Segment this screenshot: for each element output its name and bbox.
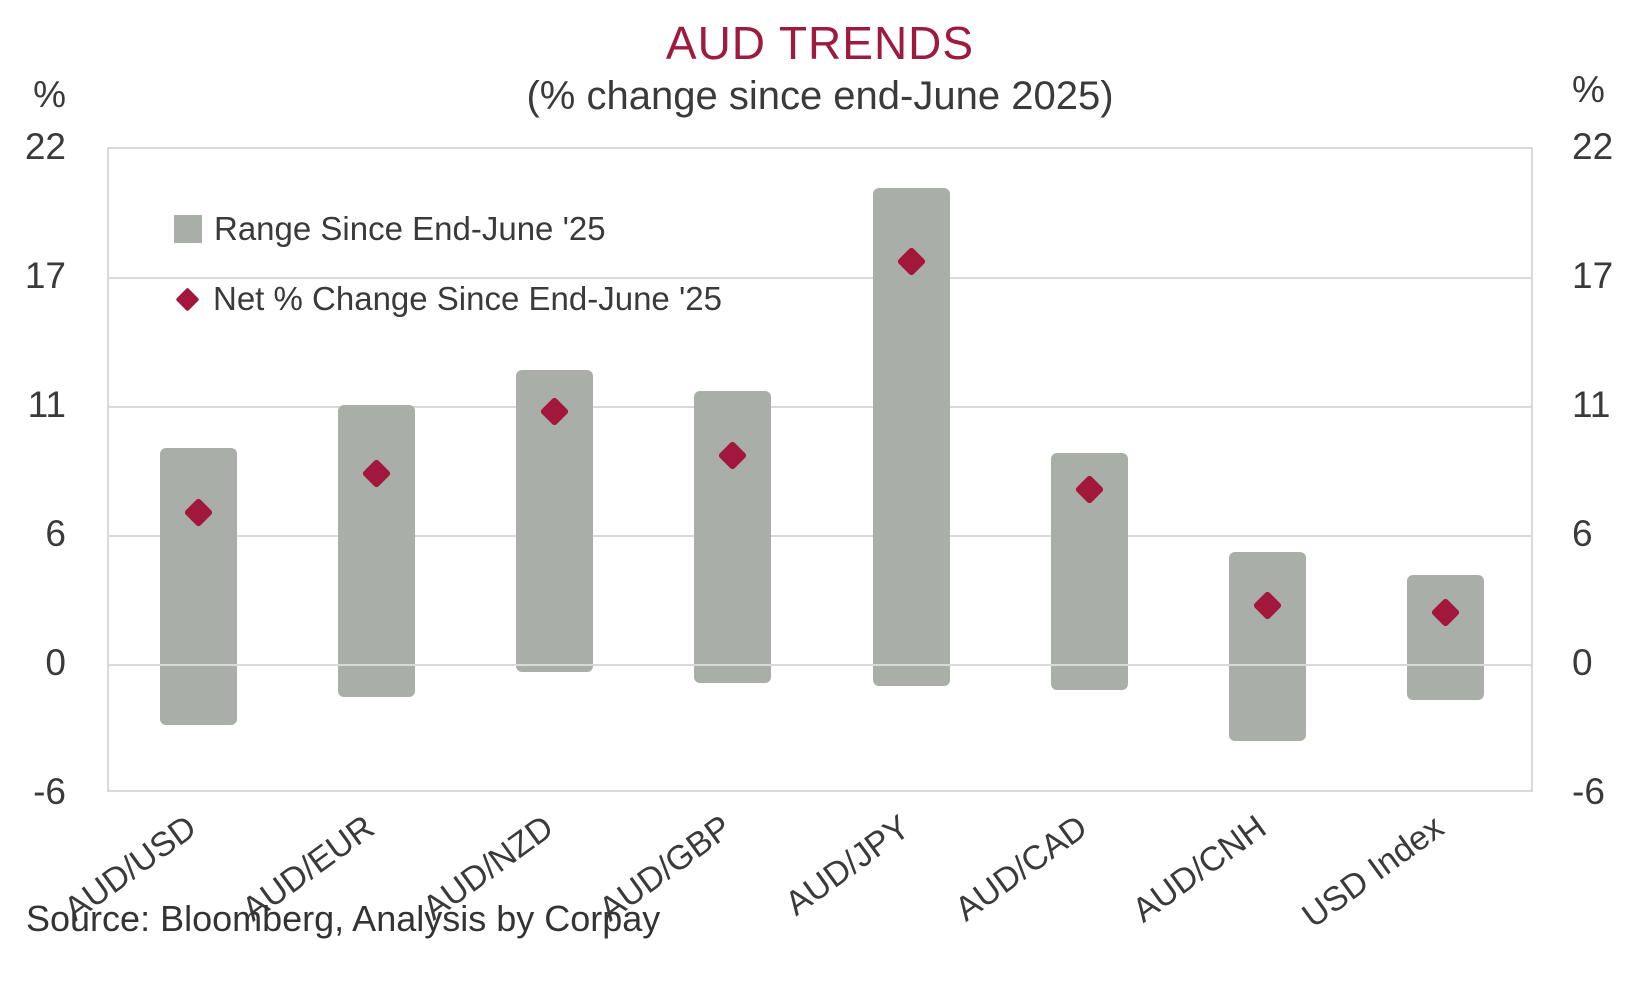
plot-area: [107, 147, 1533, 792]
x-label-aud-cnh: AUD/CNH: [1125, 808, 1273, 930]
y-tick-left-0: 0: [45, 642, 66, 683]
y-tick-left--6: -6: [33, 771, 66, 812]
y-tick-right-11: 11: [1572, 384, 1611, 425]
x-label-aud-jpy: AUD/JPY: [777, 808, 917, 924]
range-bar-aud-eur: [337, 404, 415, 698]
gridline-11: [109, 406, 1531, 408]
y-tick-right-0: 0: [1572, 642, 1593, 683]
range-bar-aud-cnh: [1229, 552, 1307, 742]
range-bar-usd-index: [1407, 575, 1485, 700]
gridline-17: [109, 277, 1531, 279]
y-tick-left-22: 22: [24, 126, 66, 167]
chart-title: AUD TRENDS: [665, 17, 975, 69]
x-label-usd-index: USD Index: [1295, 808, 1452, 936]
gridline-6: [109, 535, 1531, 537]
zero-gridline-overlay: [109, 664, 1531, 666]
y-tick-right-6: 6: [1572, 513, 1593, 554]
chart-subtitle: (% change since end-June 2025): [526, 74, 1114, 118]
source-text: Source: Bloomberg, Analysis by Corpay: [26, 898, 661, 939]
y-tick-right-22: 22: [1572, 126, 1614, 167]
y-tick-left-6: 6: [45, 513, 66, 554]
legend-item-net: Net % Change Since End-June '25: [174, 280, 722, 318]
net-diamond-icon: [175, 286, 200, 312]
x-label-aud-cad: AUD/CAD: [948, 808, 1095, 929]
y-tick-right-17: 17: [1572, 255, 1614, 296]
legend-item-range: Range Since End-June '25: [174, 210, 606, 248]
y-axis-unit-label-right: %: [1572, 69, 1605, 110]
y-tick-right--6: -6: [1572, 771, 1605, 812]
range-swatch-icon: [174, 215, 202, 243]
range-bar-aud-usd: [159, 448, 237, 725]
legend-range-label: Range Since End-June '25: [214, 210, 606, 247]
legend-net-label: Net % Change Since End-June '25: [213, 280, 722, 317]
y-tick-left-17: 17: [24, 255, 66, 296]
y-tick-left-11: 11: [27, 384, 66, 425]
range-bar-aud-gbp: [694, 390, 772, 684]
y-axis-unit-label-left: %: [33, 74, 66, 115]
